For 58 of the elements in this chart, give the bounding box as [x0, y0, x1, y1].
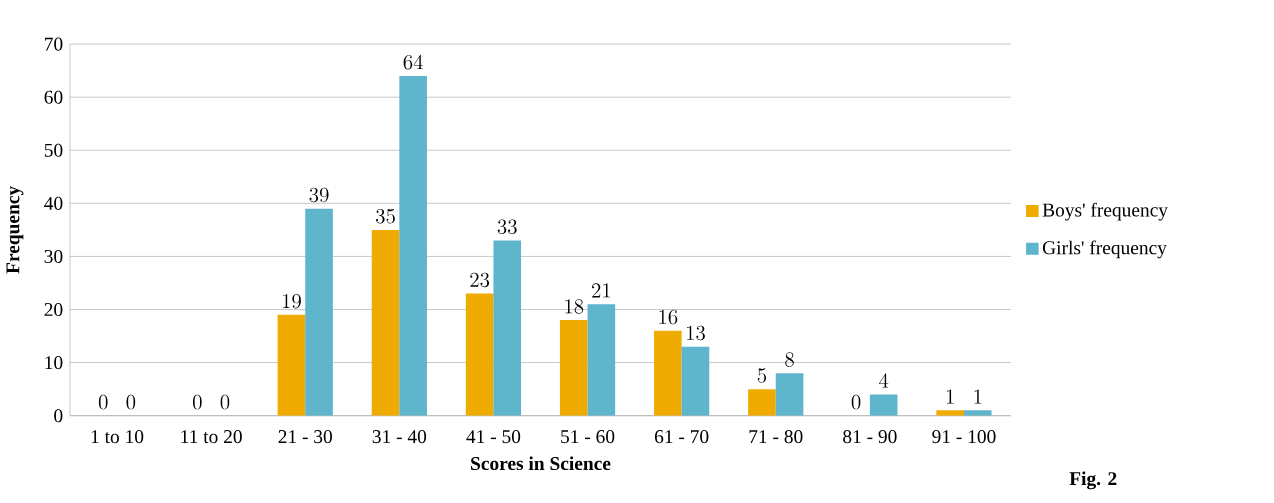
data-label: 23 [470, 272, 490, 288]
bar [559, 320, 588, 416]
y-tick-label: 30 [44, 250, 63, 264]
bar [587, 304, 616, 416]
y-tick-label: 50 [44, 143, 63, 158]
legend-label: Boys' frequency [1042, 202, 1168, 221]
data-label: 0 [98, 394, 108, 410]
data-label: 1 [946, 389, 954, 404]
x-tick-label: 91 - 100 [932, 430, 996, 444]
y-tick-label: 20 [44, 303, 63, 317]
y-tick-label: 0 [54, 409, 63, 423]
y-tick-label: 40 [44, 197, 63, 211]
data-label: 33 [497, 219, 517, 235]
data-label: 1 [974, 389, 982, 404]
x-tick-label: 41 - 50 [466, 430, 521, 444]
bar [681, 346, 710, 416]
data-label: 64 [403, 55, 423, 70]
bar [936, 410, 964, 416]
data-label: 21 [592, 283, 611, 298]
data-label: 39 [309, 187, 329, 203]
data-label: 5 [757, 368, 767, 383]
data-label: 0 [126, 394, 136, 410]
bar [371, 230, 400, 416]
y-tick-label: 10 [45, 356, 63, 370]
bar [305, 208, 333, 416]
legend-label: Girls' frequency [1042, 240, 1167, 259]
x-tick-label: 31 - 40 [372, 430, 427, 444]
bar [465, 293, 494, 416]
data-label: 35 [376, 209, 395, 224]
x-tick-label: 11 to 20 [181, 430, 242, 444]
data-label: 0 [220, 394, 230, 410]
caption: Fig. 2 [1069, 471, 1117, 490]
x-tick-label: 1 to 10 [91, 430, 144, 444]
data-label: 18 [565, 299, 584, 314]
x-axis-title: Scores in Science [471, 456, 611, 471]
bar [277, 315, 306, 416]
x-tick-label: 51 - 60 [561, 430, 615, 444]
bar [869, 394, 898, 416]
data-label: 4 [879, 373, 889, 388]
bar [654, 330, 682, 416]
bar [748, 389, 776, 416]
data-label: 0 [193, 394, 202, 410]
y-axis-title: Frequency [6, 186, 24, 274]
data-label: 16 [659, 310, 678, 325]
x-tick-label: 81 - 90 [843, 430, 897, 444]
x-tick-label: 21 - 30 [278, 430, 332, 444]
x-tick-label: 61 - 70 [654, 430, 709, 444]
bar [963, 410, 992, 416]
y-tick-label: 60 [44, 90, 63, 104]
bar [399, 76, 427, 416]
y-tick-label: 70 [45, 37, 63, 51]
x-tick-label: 71 - 80 [749, 430, 803, 444]
data-label: 8 [785, 352, 794, 368]
bar [775, 373, 804, 416]
data-label: 19 [283, 294, 301, 309]
data-label: 0 [851, 394, 861, 410]
data-label: 13 [687, 325, 705, 341]
bar [493, 240, 522, 416]
